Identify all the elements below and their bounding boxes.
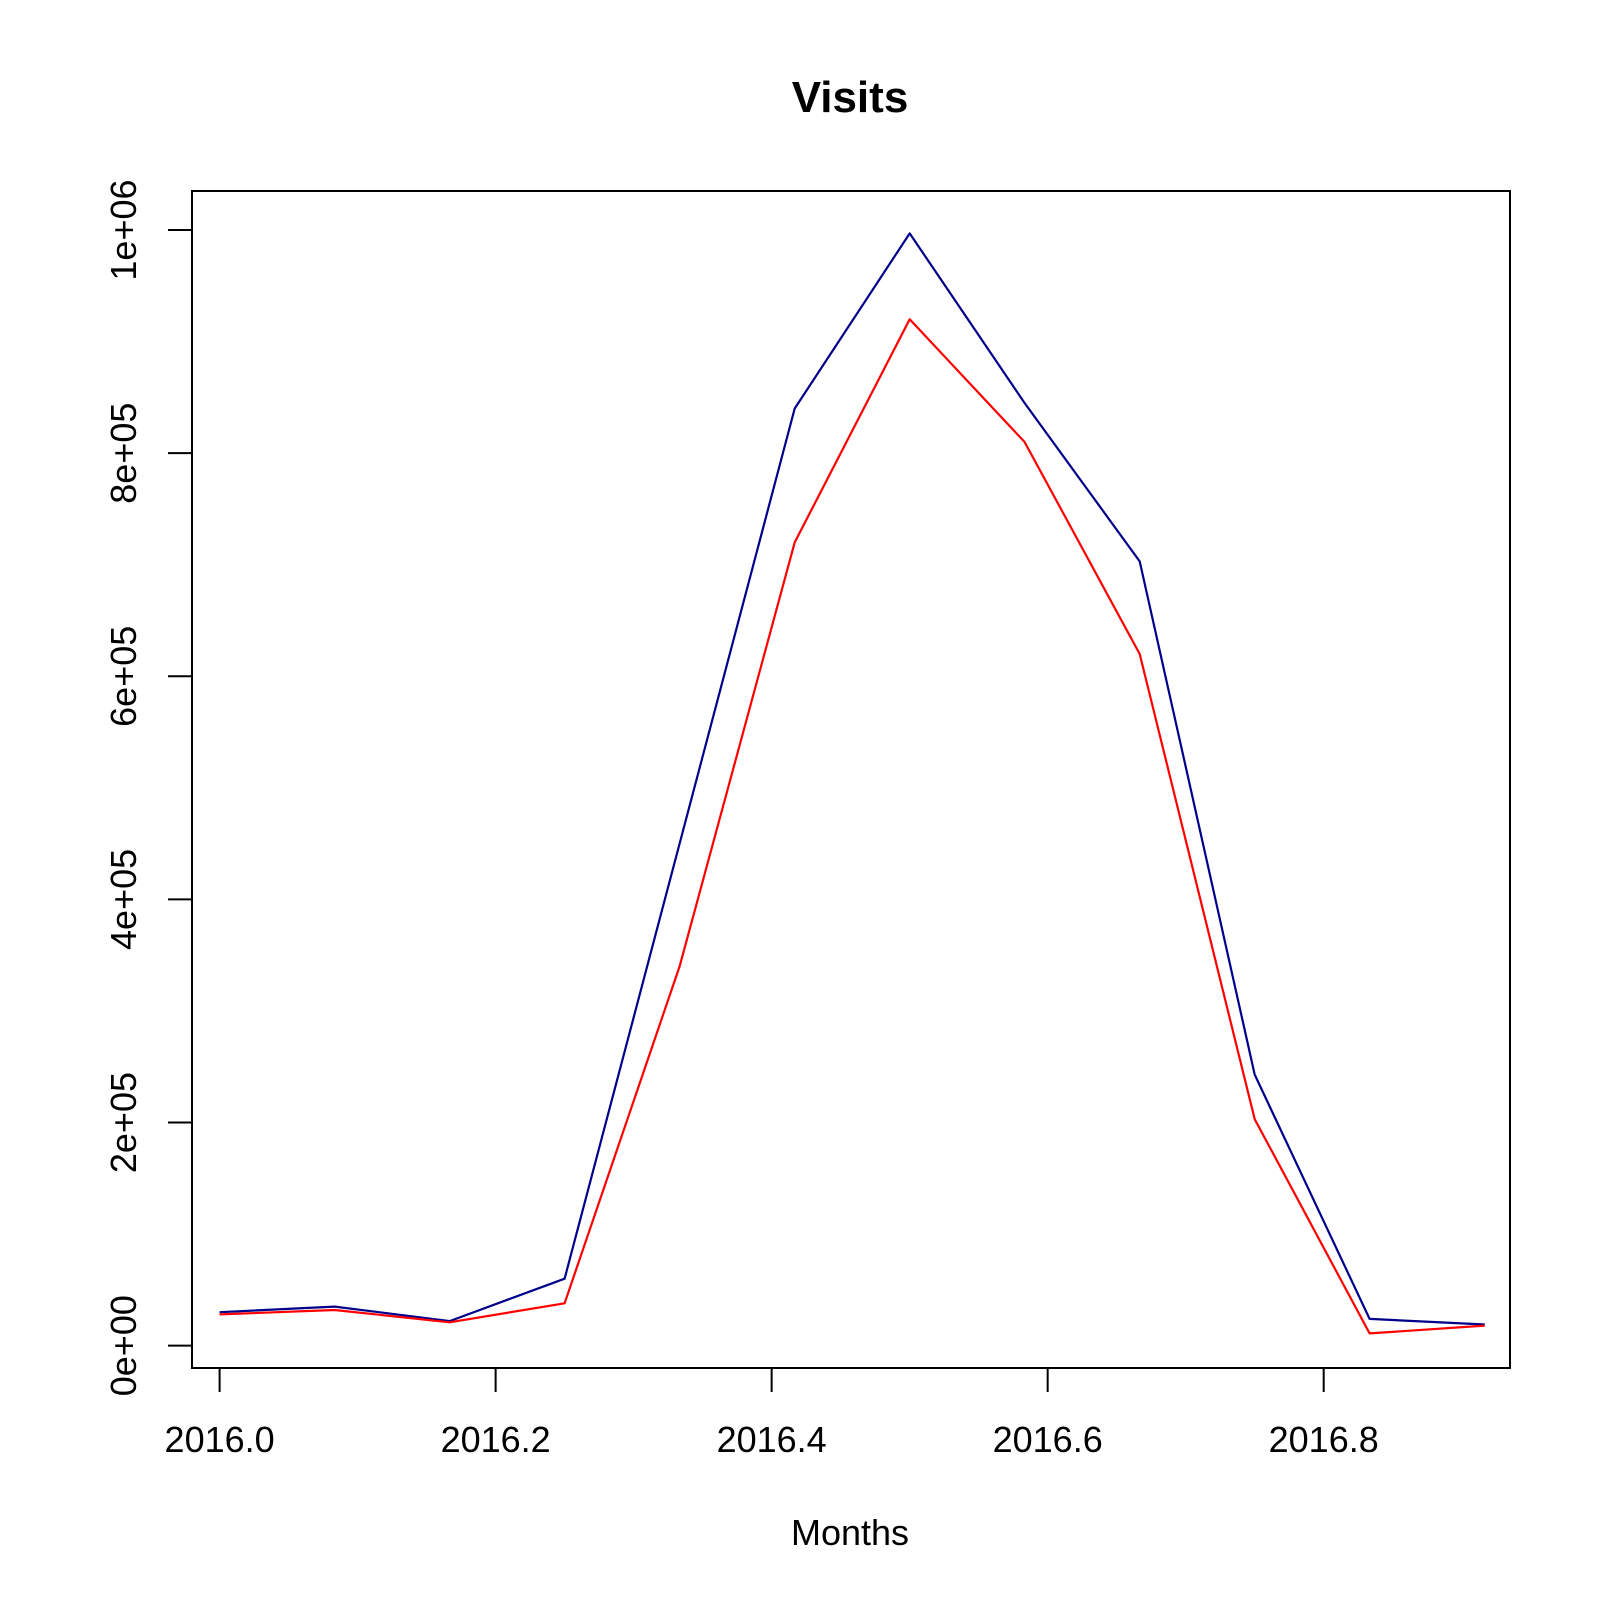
chart-title: Visits [792, 73, 909, 122]
y-tick-label: 0e+00 [103, 1295, 144, 1396]
y-tick-label: 2e+05 [103, 1072, 144, 1173]
y-tick-label: 4e+05 [103, 849, 144, 950]
x-axis-label: Months [791, 1512, 909, 1553]
series-line-1 [219, 232, 1485, 1326]
y-tick-label: 8e+05 [103, 403, 144, 504]
plot-frame [191, 190, 1511, 1369]
x-axis: 2016.0 2016.2 2016.4 2016.6 2016.8 [165, 1367, 1379, 1460]
x-tick-label: 2016.8 [1269, 1419, 1379, 1460]
x-tick-label: 2016.2 [441, 1419, 551, 1460]
y-axis: 0e+00 2e+05 4e+05 6e+05 8e+05 1e+06 [103, 179, 193, 1396]
x-tick-label: 2016.0 [165, 1419, 275, 1460]
y-tick-label: 1e+06 [103, 179, 144, 280]
x-tick-label: 2016.4 [717, 1419, 827, 1460]
series-layer [219, 232, 1485, 1335]
y-tick-label: 6e+05 [103, 626, 144, 727]
series-line-2 [219, 318, 1485, 1335]
x-tick-label: 2016.6 [993, 1419, 1103, 1460]
